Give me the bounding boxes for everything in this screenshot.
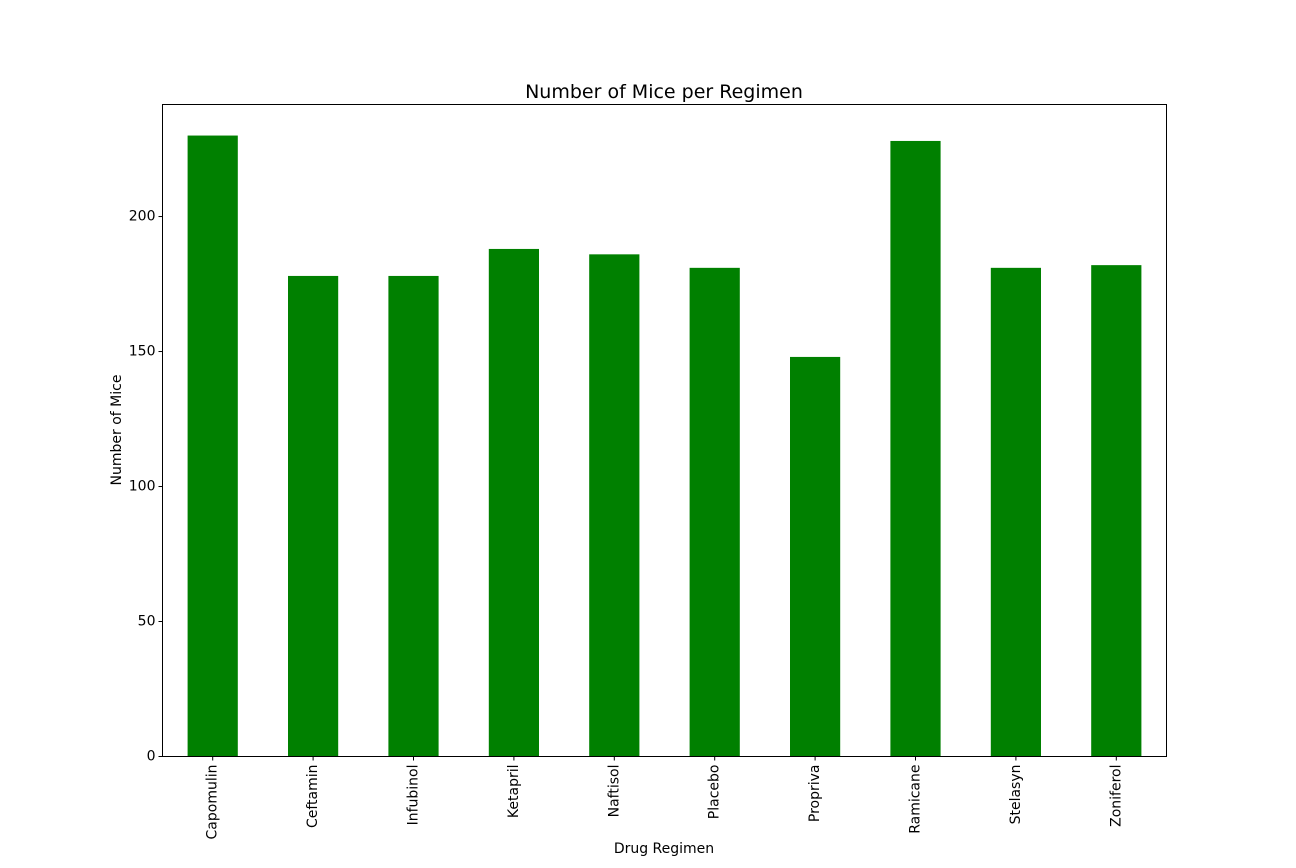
x-tick-label: Infubinol: [406, 765, 422, 826]
x-tick-label: Zoniferol: [1108, 765, 1124, 827]
bars-layer: [187, 135, 1142, 757]
bar-ramicane: [890, 140, 941, 757]
x-tick-label: Capomulin: [205, 765, 221, 840]
y-tick-label: 0: [147, 749, 156, 765]
x-tick-label: Placebo: [707, 765, 723, 820]
bar-placebo: [689, 267, 740, 757]
bar-capomulin: [187, 135, 238, 757]
bar-zoniferol: [1091, 265, 1142, 757]
x-tick-label: Propriva: [807, 765, 823, 823]
plot-frame: [162, 104, 1167, 757]
bar-stelasyn: [990, 267, 1041, 757]
y-axis: 0 50 100 150 200: [129, 209, 163, 765]
x-tick-label: Ceftamin: [305, 765, 321, 829]
x-tick-label: Ketapril: [506, 765, 522, 819]
bar-ceftamin: [288, 275, 339, 757]
y-axis-label: Number of Mice: [109, 375, 125, 486]
y-tick-label: 100: [129, 479, 156, 495]
y-tick-label: 150: [129, 344, 156, 360]
x-axis: Capomulin Ceftamin Infubinol Ketapril Naftis…: [205, 756, 1124, 840]
x-tick-label: Ramicane: [908, 765, 924, 834]
bar-infubinol: [388, 275, 439, 757]
chart-title: Number of Mice per Regimen: [525, 81, 803, 103]
bar-ketapril: [488, 248, 539, 757]
x-tick-label: Naftisol: [606, 765, 622, 818]
x-tick-label: Stelasyn: [1008, 765, 1024, 825]
bar-naftisol: [589, 254, 640, 757]
y-tick-label: 50: [138, 614, 156, 630]
x-axis-label: Drug Regimen: [614, 841, 714, 857]
bar-propriva: [790, 356, 841, 757]
y-tick-label: 200: [129, 209, 156, 225]
